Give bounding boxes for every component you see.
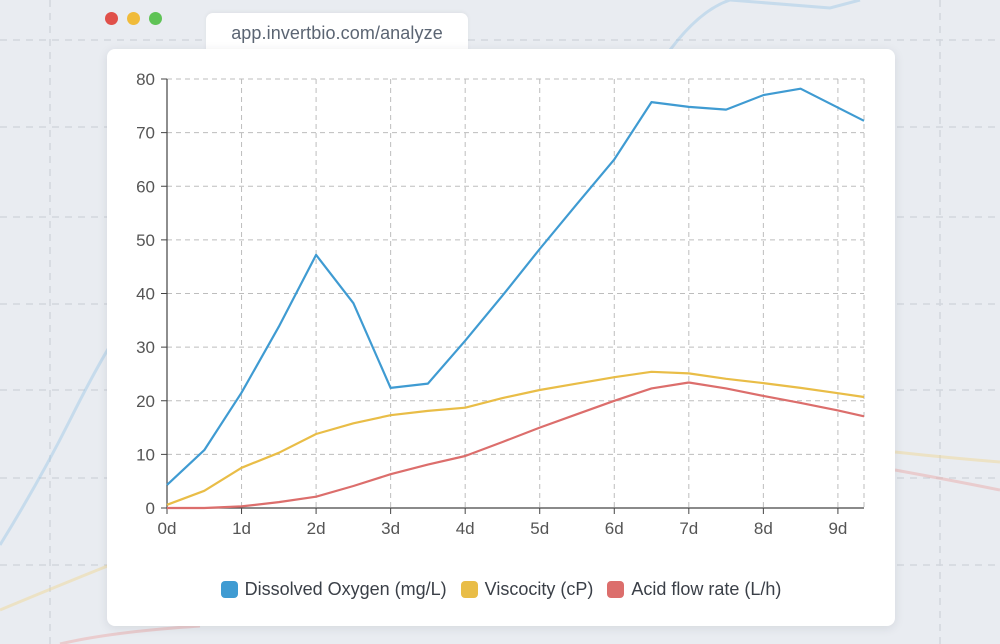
x-tick-label: 5d — [530, 519, 549, 538]
legend-label-viscosity: Viscocity (cP) — [484, 579, 594, 599]
chart-card: 0 10 20 30 40 50 60 70 80 0d 1d 2d 3d 4d 5d 6d 7d 8d 9d Di… — [107, 49, 895, 626]
x-tick-label: 3d — [381, 519, 400, 538]
y-tick-label: 50 — [136, 231, 155, 250]
y-tick-label: 80 — [136, 70, 155, 89]
legend-swatch-oxygen — [220, 581, 238, 598]
x-tick-label: 9d — [828, 519, 847, 538]
y-tick-label: 10 — [136, 445, 155, 464]
url-tab[interactable]: app.invertbio.com/analyze — [206, 13, 468, 55]
acid-series-line — [167, 381, 865, 510]
legend-item-viscocity[interactable]: Viscocity (cP) — [460, 579, 594, 600]
x-tick-label: 8d — [754, 519, 773, 538]
viscosity-series-line — [166, 370, 865, 506]
legend-swatch-acid — [607, 581, 625, 598]
y-tick-label: 60 — [136, 177, 155, 196]
y-tick-label: 20 — [136, 392, 155, 411]
legend-label-oxygen: Dissolved Oxygen (mg/L) — [244, 579, 447, 599]
x-tick-label: 2d — [307, 519, 326, 538]
y-tick-label: 0 — [146, 499, 155, 518]
legend-item-dissolved-oxygen[interactable]: Dissolved Oxygen (mg/L) — [220, 579, 447, 600]
x-tick-label: 4d — [456, 519, 475, 538]
y-tick-label: 40 — [136, 285, 155, 304]
x-tick-label: 1d — [232, 519, 251, 538]
oxygen-series-line — [166, 87, 865, 486]
x-tick-label: 0d — [158, 519, 177, 538]
legend-swatch-viscosity — [460, 581, 478, 598]
y-tick-label: 70 — [136, 124, 155, 143]
url-text: app.invertbio.com/analyze — [231, 23, 443, 43]
close-window-dot[interactable] — [105, 12, 118, 25]
line-chart: 0 10 20 30 40 50 60 70 80 0d 1d 2d 3d 4d 5d 6d 7d 8d 9d — [136, 70, 865, 538]
chart-legend: Dissolved Oxygen (mg/L) Viscocity (cP) A… — [107, 579, 895, 600]
x-tick-label: 6d — [605, 519, 624, 538]
maximize-window-dot[interactable] — [149, 12, 162, 25]
legend-label-acid: Acid flow rate (L/h) — [631, 579, 782, 599]
minimize-window-dot[interactable] — [127, 12, 140, 25]
y-tick-label: 30 — [136, 338, 155, 357]
window-controls — [105, 12, 162, 25]
legend-item-acid-flow-rate[interactable]: Acid flow rate (L/h) — [607, 579, 781, 600]
x-tick-label: 7d — [679, 519, 698, 538]
